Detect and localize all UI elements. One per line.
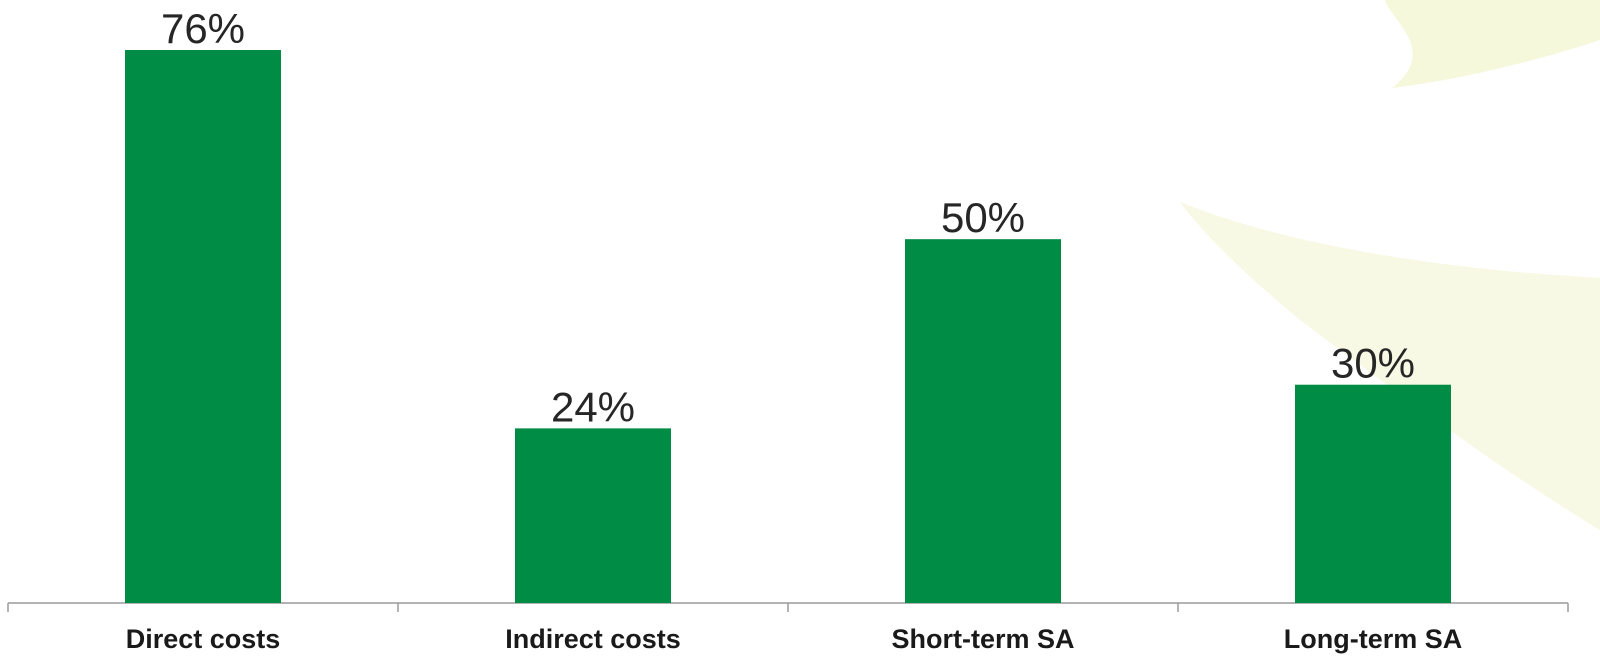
x-tick-label: Indirect costs xyxy=(505,624,681,654)
bar xyxy=(1295,384,1451,603)
bar xyxy=(905,239,1061,603)
leaf-shape xyxy=(1180,202,1600,530)
x-tick-label: Direct costs xyxy=(126,624,281,654)
value-label: 50% xyxy=(941,194,1025,241)
bar xyxy=(515,428,671,603)
background-decoration xyxy=(1180,0,1600,530)
leaf-shape xyxy=(1385,0,1600,88)
x-axis xyxy=(7,602,1569,612)
x-tick-label: Short-term SA xyxy=(891,624,1074,654)
x-tick-label: Long-term SA xyxy=(1284,624,1463,654)
value-label: 30% xyxy=(1331,340,1415,387)
value-label: 24% xyxy=(551,383,635,430)
bar xyxy=(125,50,281,603)
value-label: 76% xyxy=(161,5,245,52)
